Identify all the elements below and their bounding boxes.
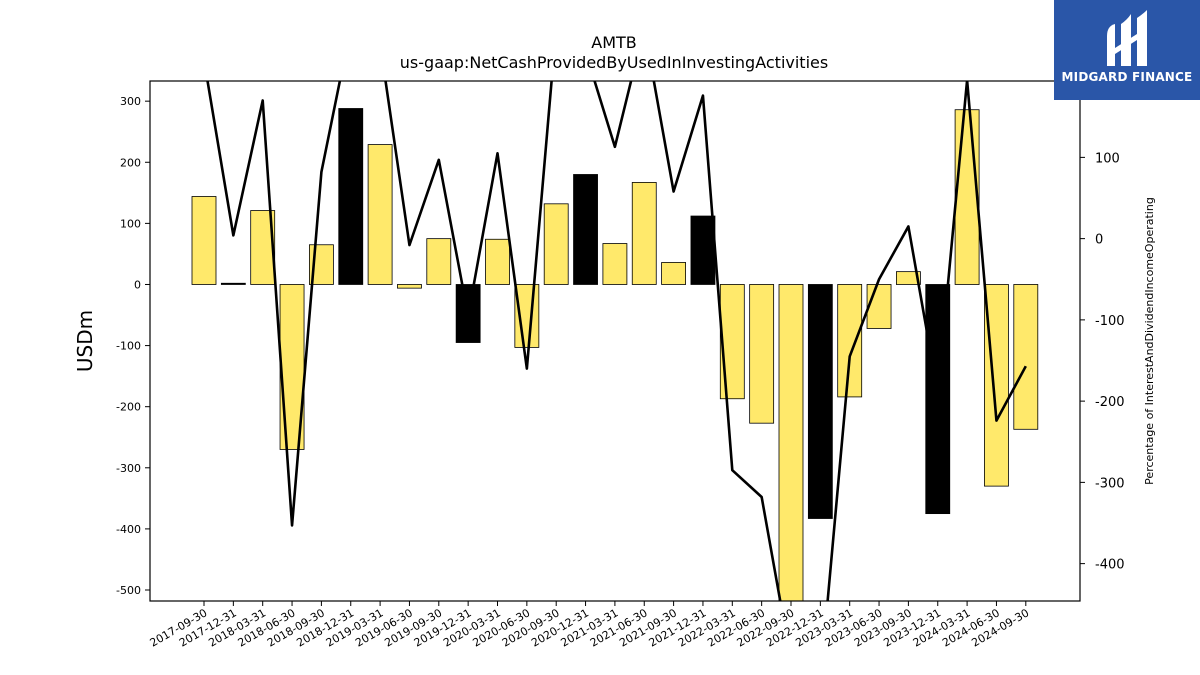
y-tick-label: -300: [116, 462, 141, 475]
bar-2023-12-31: [925, 284, 951, 515]
y-axis-label: USDm: [73, 310, 97, 372]
bar-series: [191, 108, 1039, 601]
bar-2020-12-31: [573, 174, 598, 285]
y-tick-label: -500: [116, 584, 141, 597]
bar-2022-12-31: [807, 284, 833, 519]
logo-mark-icon: [1107, 10, 1147, 66]
y2-tick-label: -400: [1095, 558, 1125, 573]
bar-2021-09-30: [661, 262, 686, 285]
bar-2020-03-31: [485, 238, 510, 285]
y-tick-label: 0: [134, 278, 141, 291]
bar-2022-06-30: [749, 284, 775, 424]
y2-tick-label: -300: [1095, 476, 1125, 491]
bar-2019-06-30: [397, 284, 422, 289]
bar-2022-09-30: [778, 284, 804, 601]
bar-2021-06-30: [631, 182, 657, 285]
y-axis-left: 300 200 100 0 -100 -200 -300 -400 -500: [116, 95, 150, 597]
bar-2023-09-30: [896, 271, 921, 285]
bar-2021-12-31: [690, 215, 716, 285]
bar-2023-03-31: [837, 284, 863, 398]
y-axis-right: 100 0 -100 -200 -300 -400: [1080, 151, 1125, 573]
y-tick-label: 300: [120, 95, 141, 108]
chart-subtitle: us-gaap:NetCashProvidedByUsedInInvesting…: [400, 53, 828, 72]
bar-2017-09-30: [191, 196, 217, 285]
bar-2024-03-31: [954, 109, 980, 285]
y-tick-label: -200: [116, 401, 141, 414]
bar-2017-12-31: [220, 282, 246, 285]
bar-2024-09-30: [1013, 284, 1039, 430]
chart-title: AMTB: [591, 33, 637, 52]
y2-tick-label: 100: [1095, 151, 1120, 166]
brand-logo: MIDGARD FINANCE: [1054, 0, 1200, 100]
bar-2020-09-30: [543, 203, 569, 285]
bar-2019-09-30: [426, 238, 452, 285]
line-series: [206, 81, 1027, 601]
y-tick-label: 100: [120, 217, 141, 230]
y2-tick-label: -100: [1095, 314, 1125, 329]
x-axis: 2017-09-302017-12-312018-03-312018-06-30…: [148, 601, 1031, 650]
y-tick-label: -100: [116, 340, 141, 353]
y-tick-label: 200: [120, 156, 141, 169]
bar-2021-03-31: [602, 243, 628, 285]
brand-name: MIDGARD FINANCE: [1061, 70, 1193, 84]
y2-axis-label: Percentage of InterestAndDividendIncomeO…: [1143, 197, 1156, 485]
y2-tick-label: 0: [1095, 233, 1103, 248]
y2-tick-label: -200: [1095, 395, 1125, 410]
bar-2022-03-31: [719, 284, 745, 400]
y-tick-label: -400: [116, 523, 141, 536]
bar-2018-12-31: [338, 108, 364, 285]
bar-2019-03-31: [367, 144, 393, 285]
bar-2023-06-30: [866, 284, 892, 329]
series-line: [206, 81, 1027, 601]
